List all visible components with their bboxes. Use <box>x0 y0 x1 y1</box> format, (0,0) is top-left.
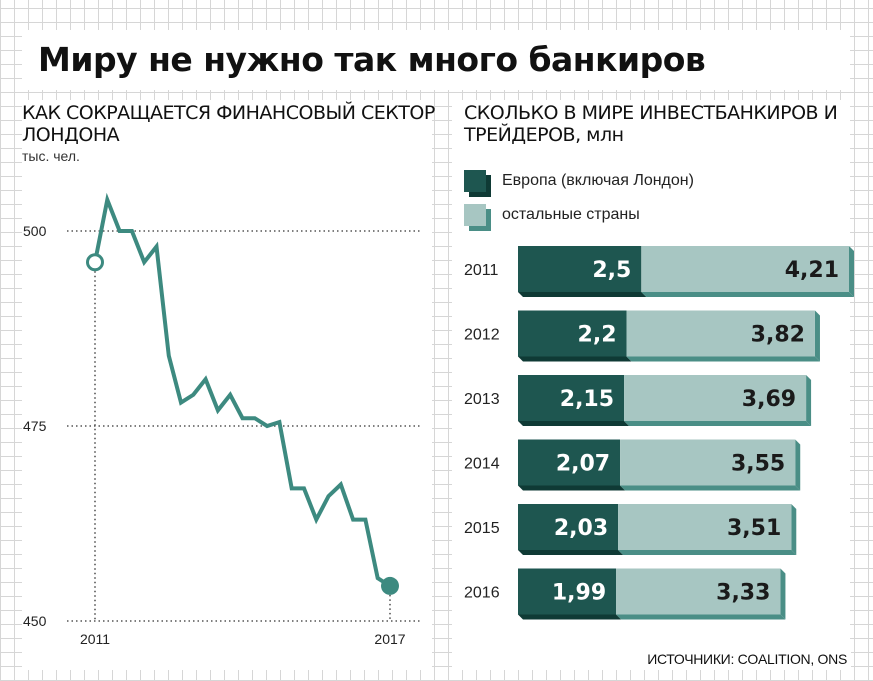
bar-side-other-2013 <box>806 375 812 426</box>
bar-shade-other-2013 <box>624 421 812 426</box>
bar-category-label-2014: 2014 <box>464 456 500 473</box>
bankers-chart-title: СКОЛЬКО В МИРЕ ИНВЕСТБАНКИРОВ И ТРЕЙДЕРО… <box>464 102 838 146</box>
bar-shade-europe-2013 <box>518 421 630 426</box>
bar-side-other-2016 <box>780 568 786 620</box>
x-tick-label-2017: 2017 <box>374 631 405 647</box>
line-series-london <box>93 192 392 588</box>
bar-value-other-2015: 3,51 <box>727 516 781 541</box>
bar-other-2014 <box>620 439 796 486</box>
y-tick-label-500: 500 <box>23 223 47 239</box>
bar-value-europe-2015: 2,03 <box>554 516 608 541</box>
legend-swatch-other <box>464 204 491 231</box>
bar-other-2016 <box>616 568 781 615</box>
legend-label-europe: Европа (включая Лондон) <box>502 172 694 189</box>
bar-other-2012 <box>626 310 815 357</box>
bar-other-2015 <box>618 504 792 550</box>
bankers-chart-panel: СКОЛЬКО В МИРЕ ИНВЕСТБАНКИРОВ И ТРЕЙДЕРО… <box>452 100 854 670</box>
y-axis-unit-label: тыс. чел. <box>22 148 80 164</box>
bar-value-other-2011: 4,21 <box>785 258 839 283</box>
bar-shade-europe-2016 <box>518 614 622 620</box>
bar-category-label-2015: 2015 <box>464 520 500 537</box>
legend-swatch-europe <box>464 170 491 197</box>
bar-category-label-2016: 2016 <box>464 585 500 602</box>
bar-value-other-2012: 3,82 <box>751 323 805 348</box>
bar-value-other-2013: 3,69 <box>742 387 796 412</box>
bar-shade-other-2012 <box>626 356 820 362</box>
end-point-marker <box>381 576 399 595</box>
source-note: ИСТОЧНИКИ: COALITION, ONS <box>643 651 851 667</box>
bar-side-other-2012 <box>814 310 820 362</box>
bar-value-europe-2016: 1,99 <box>552 581 606 606</box>
title-band: Миру не нужно так много банкиров <box>22 30 850 90</box>
bar-europe-2012 <box>518 310 627 357</box>
bar-category-label-2013: 2013 <box>464 391 500 408</box>
bar-europe-2014 <box>518 439 621 486</box>
y-tick-label-475: 475 <box>23 418 47 434</box>
bar-shade-other-2011 <box>641 292 854 297</box>
bar-shade-europe-2011 <box>518 292 647 297</box>
bar-europe-2013 <box>518 375 625 421</box>
bar-value-europe-2014: 2,07 <box>556 452 610 477</box>
bar-value-europe-2013: 2,15 <box>560 387 614 412</box>
bar-side-other-2011 <box>849 246 854 297</box>
bar-europe-2011 <box>518 246 642 292</box>
bar-value-other-2014: 3,55 <box>731 452 785 477</box>
line-chart: 500 475 450 2011 2017 <box>23 192 422 647</box>
start-point-marker <box>86 253 104 272</box>
bar-side-other-2014 <box>795 439 801 491</box>
bar-category-label-2012: 2012 <box>464 327 500 344</box>
bar-europe-2016 <box>518 568 617 615</box>
x-tick-label-2011: 2011 <box>80 631 110 647</box>
bar-value-other-2016: 3,33 <box>716 581 770 606</box>
bar-shade-other-2015 <box>618 550 797 555</box>
london-chart-title: КАК СОКРАЩАЕТСЯ ФИНАНСОВЫЙ СЕКТОР ЛОНДОН… <box>22 102 435 146</box>
legend-label-other: остальные страны <box>502 206 640 223</box>
bar-value-europe-2011: 2,5 <box>592 258 631 283</box>
legend-item-europe: Европа (включая Лондон) <box>464 170 784 198</box>
bar-shade-other-2014 <box>620 485 801 491</box>
bar-side-other-2015 <box>791 504 797 555</box>
bar-shade-europe-2014 <box>518 485 626 491</box>
page-title: Миру не нужно так много банкиров <box>38 40 706 79</box>
london-chart-panel: КАК СОКРАЩАЕТСЯ ФИНАНСОВЫЙ СЕКТОР ЛОНДОН… <box>22 100 435 670</box>
bar-value-europe-2012: 2,2 <box>578 323 617 348</box>
bar-shade-europe-2015 <box>518 550 624 555</box>
bar-other-2011 <box>641 246 849 292</box>
y-tick-label-450: 450 <box>23 613 47 629</box>
bar-chart: 2011 2,5 4,21 2012 2,2 3,82 2013 2,15 3,69 2014 2,… <box>464 246 854 620</box>
bar-shade-europe-2012 <box>518 356 632 362</box>
bar-other-2013 <box>624 375 807 421</box>
legend-item-other: остальные страны <box>464 204 784 232</box>
bar-europe-2015 <box>518 504 619 550</box>
bar-shade-other-2016 <box>616 614 786 620</box>
bar-category-label-2011: 2011 <box>464 262 499 279</box>
